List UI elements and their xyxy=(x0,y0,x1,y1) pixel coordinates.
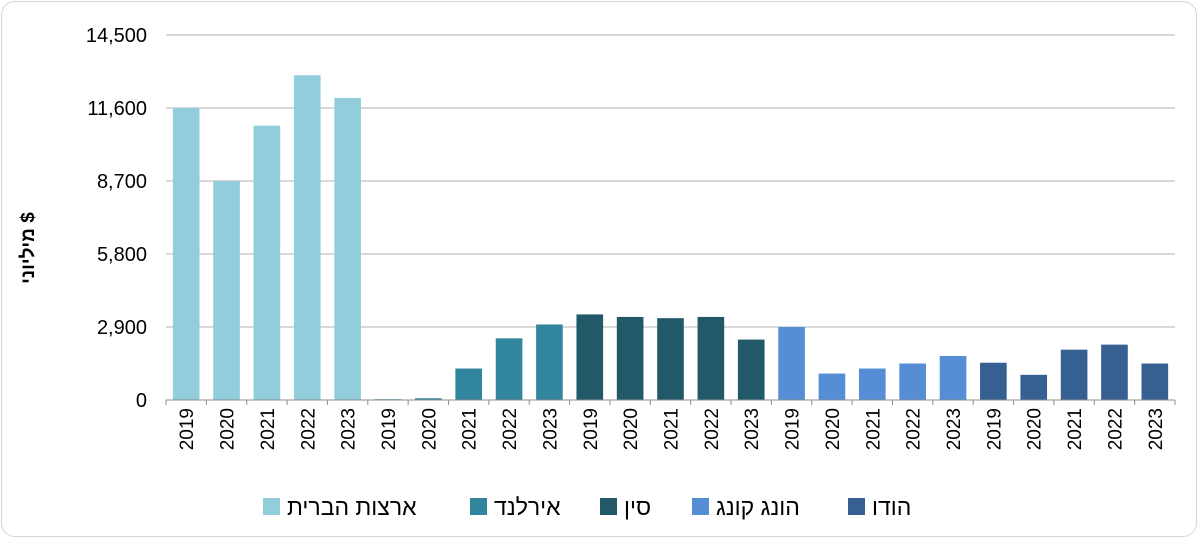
bar xyxy=(778,327,805,400)
x-tick-label: 2022 xyxy=(702,408,723,450)
bar xyxy=(616,316,644,400)
bar xyxy=(1060,349,1088,400)
x-tick-label: 2021 xyxy=(460,408,481,450)
x-tick-label: 2021 xyxy=(863,408,884,450)
y-tick-label: 2,900 xyxy=(97,317,147,339)
legend-swatch xyxy=(848,498,865,515)
legend-label: סין xyxy=(624,494,651,520)
x-tick-label: 2023 xyxy=(540,408,561,450)
bar xyxy=(495,338,523,400)
bars xyxy=(172,75,1169,401)
gridlines xyxy=(166,34,1175,328)
x-tick-label: 2023 xyxy=(1146,408,1167,450)
x-tick-label: 2020 xyxy=(419,408,440,450)
x-tick-label: 2020 xyxy=(218,408,239,450)
bar xyxy=(415,398,442,400)
bar xyxy=(172,108,200,400)
x-tick-label: 2020 xyxy=(823,408,844,450)
bar xyxy=(899,363,926,400)
legend-label: ארצות הברית xyxy=(287,494,417,520)
bar xyxy=(737,339,765,400)
bar xyxy=(858,368,886,400)
x-axis-tick-labels: 2019 2020 2021 2022 2023 2019 2020 2021 2022 2023… xyxy=(165,400,1176,450)
legend: ארצות הברית אירלנד סין הונג קונג הודו xyxy=(263,494,911,520)
bar xyxy=(1141,363,1169,400)
x-tick-label: 2022 xyxy=(500,408,521,450)
legend-label: הודו xyxy=(872,494,911,520)
bar xyxy=(1020,374,1048,400)
legend-swatch xyxy=(600,498,617,515)
y-tick-label: 14,500 xyxy=(86,25,147,47)
x-tick-label: 2021 xyxy=(258,408,279,450)
y-tick-label: 8,700 xyxy=(97,171,147,193)
bar xyxy=(980,362,1007,400)
legend-label: אירלנד xyxy=(494,494,561,520)
x-tick-label: 2019 xyxy=(581,408,602,450)
x-tick-label: 2020 xyxy=(621,408,642,450)
x-tick-label: 2019 xyxy=(783,408,804,450)
x-tick-label: 2023 xyxy=(339,408,360,450)
bar xyxy=(293,75,321,400)
x-tick-label: 2020 xyxy=(1025,408,1046,450)
x-tick-label: 2021 xyxy=(1065,408,1086,450)
y-tick-label: 5,800 xyxy=(97,244,147,266)
bar xyxy=(536,324,563,400)
x-tick-label: 2021 xyxy=(662,408,683,450)
x-tick-label: 2019 xyxy=(379,408,400,450)
y-axis-label: מיליוני $ xyxy=(18,212,39,284)
x-tick-label: 2022 xyxy=(298,408,319,450)
bar xyxy=(213,181,240,400)
bar xyxy=(697,316,725,400)
bar xyxy=(334,97,361,401)
x-tick-label: 2019 xyxy=(984,408,1005,450)
bar xyxy=(455,368,483,400)
bar xyxy=(818,373,846,400)
legend-swatch xyxy=(692,498,709,515)
legend-swatch xyxy=(263,498,280,515)
legend-swatch xyxy=(470,498,487,515)
y-tick-label: 11,600 xyxy=(87,98,147,120)
x-tick-label: 2019 xyxy=(177,408,198,450)
bar xyxy=(1101,344,1128,400)
legend-label: הונג קונג xyxy=(716,494,800,520)
bar xyxy=(576,314,604,400)
bar xyxy=(253,125,281,400)
x-tick-label: 2023 xyxy=(944,408,965,450)
y-axis-tick-labels: 0 2,900 5,800 8,700 11,600 14,500 xyxy=(86,25,147,412)
bar xyxy=(939,355,967,400)
x-tick-label: 2022 xyxy=(904,408,925,450)
bar xyxy=(657,318,684,400)
x-tick-label: 2023 xyxy=(742,408,763,450)
x-tick-label: 2022 xyxy=(1105,408,1126,450)
y-tick-label: 0 xyxy=(136,390,147,412)
